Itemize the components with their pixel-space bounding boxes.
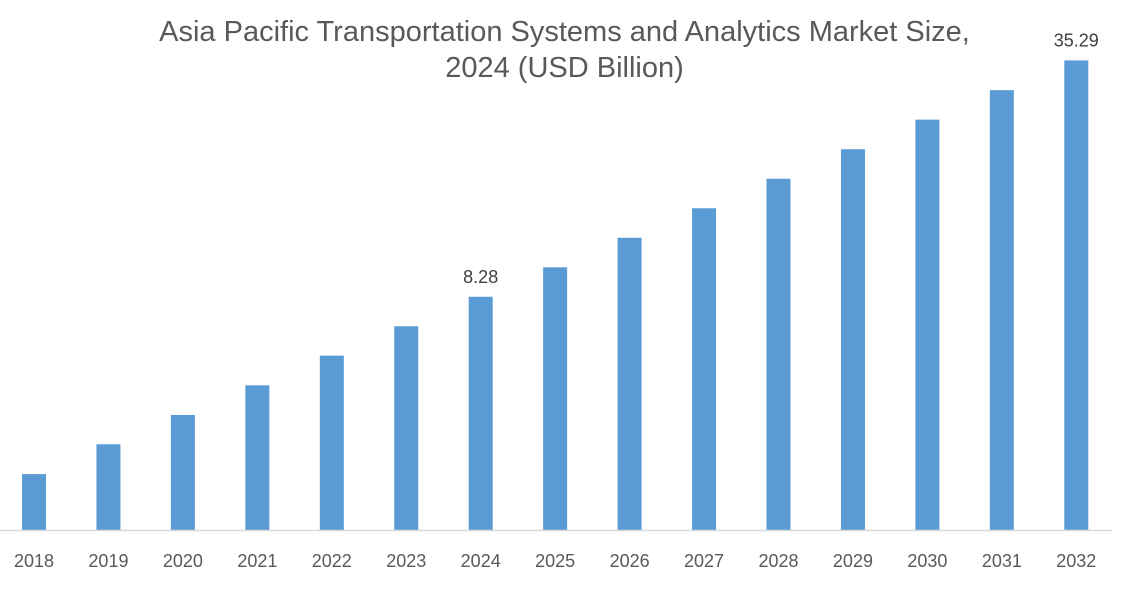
- bar-2027: [692, 208, 717, 531]
- bar-2018: [22, 474, 46, 530]
- chart-title-line-2: 2024 (USD Billion): [445, 52, 684, 84]
- bar-2025: [543, 267, 568, 530]
- x-tick-label: 2024: [461, 551, 501, 571]
- x-tick-label: 2026: [610, 551, 650, 571]
- x-tick-label: 2018: [14, 551, 54, 571]
- x-tick-label: 2027: [684, 551, 724, 571]
- x-tick-label: 2032: [1056, 551, 1096, 571]
- bar-2024: [468, 296, 493, 530]
- bar-2029: [840, 149, 865, 531]
- chart-title-line-1: Asia Pacific Transportation Systems and …: [159, 16, 970, 48]
- bar-2023: [394, 326, 419, 530]
- bar-2032: [1064, 60, 1089, 530]
- x-tick-label: 2022: [312, 551, 352, 571]
- x-tick-label: 2025: [535, 551, 575, 571]
- bar-2026: [617, 237, 642, 531]
- bar-2021: [245, 385, 270, 530]
- bar-2030: [915, 119, 940, 530]
- x-tick-label: 2019: [88, 551, 128, 571]
- x-tick-label: 2020: [163, 551, 203, 571]
- x-tick-label: 2028: [758, 551, 798, 571]
- x-tick-label: 2031: [982, 551, 1022, 571]
- x-tick-label: 2030: [907, 551, 947, 571]
- x-tick-label: 2021: [237, 551, 277, 571]
- bar-2031: [989, 90, 1014, 530]
- bar-2022: [319, 355, 344, 530]
- data-label-2024: 8.28: [463, 267, 498, 287]
- chart-title: Asia Pacific Transportation Systems and …: [0, 14, 1129, 86]
- bar-2020: [170, 414, 195, 530]
- data-label-2032: 35.29: [1054, 30, 1099, 50]
- bar-2019: [96, 444, 121, 530]
- x-tick-label: 2023: [386, 551, 426, 571]
- x-tick-label: 2029: [833, 551, 873, 571]
- bar-2028: [766, 178, 791, 530]
